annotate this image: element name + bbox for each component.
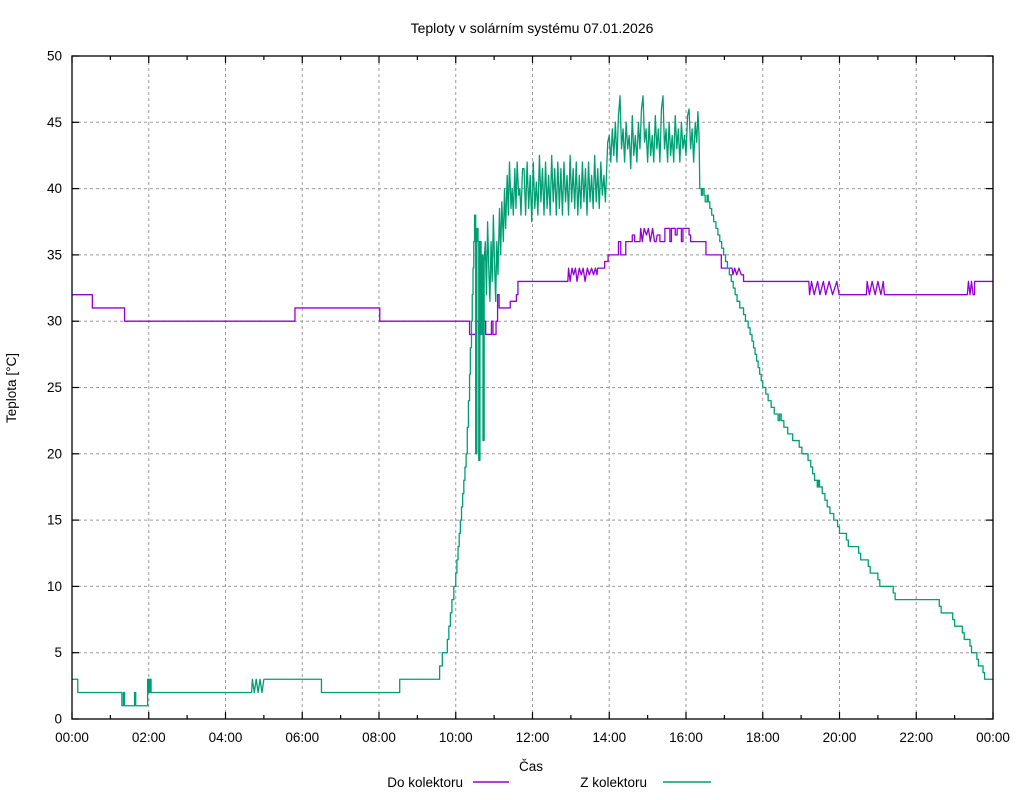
grid-layer (72, 56, 993, 719)
series-line-do-kolektoru (72, 227, 993, 336)
legend-label-z-kolektoru: Z kolektoru (580, 775, 647, 790)
y-tick-label: 50 (47, 49, 62, 64)
y-tick-label: 15 (47, 513, 62, 528)
x-tick-label: 02:00 (132, 730, 166, 745)
x-axis-label: Čas (519, 759, 543, 774)
x-tick-label: 18:00 (746, 730, 780, 745)
y-tick-label: 5 (54, 645, 62, 660)
x-tick-label: 00:00 (976, 730, 1010, 745)
tick-layer (71, 55, 994, 720)
legend-label-do-kolektoru: Do kolektoru (387, 775, 463, 790)
y-tick-label: 30 (47, 314, 62, 329)
x-tick-label: 14:00 (592, 730, 626, 745)
x-tick-label: 22:00 (899, 730, 933, 745)
x-tick-label: 00:00 (55, 730, 89, 745)
y-tick-label: 10 (47, 579, 62, 594)
x-tick-label: 20:00 (823, 730, 857, 745)
chart-title: Teploty v solárním systému 07.01.2026 (411, 20, 654, 36)
x-tick-label: 08:00 (362, 730, 396, 745)
y-tick-label: 20 (47, 446, 62, 461)
series-layer (72, 95, 993, 707)
x-tick-label: 04:00 (209, 730, 243, 745)
y-tick-label: 0 (54, 712, 62, 727)
x-tick-label: 06:00 (285, 730, 319, 745)
y-tick-label: 45 (47, 115, 62, 130)
tick-label-layer: 00:00 02:00 04:00 06:00 08:00 10:00 12:00 14:00… (47, 49, 1010, 746)
x-tick-label: 10:00 (439, 730, 473, 745)
y-tick-label: 25 (47, 380, 62, 395)
y-tick-label: 40 (47, 181, 62, 196)
series-line-z-kolektoru (72, 95, 993, 707)
y-axis-label: Teplota [°C] (4, 353, 19, 423)
x-tick-label: 16:00 (669, 730, 703, 745)
y-tick-label: 35 (47, 247, 62, 262)
legend: Do kolektoru Z kolektoru (387, 775, 711, 790)
x-tick-label: 12:00 (516, 730, 550, 745)
